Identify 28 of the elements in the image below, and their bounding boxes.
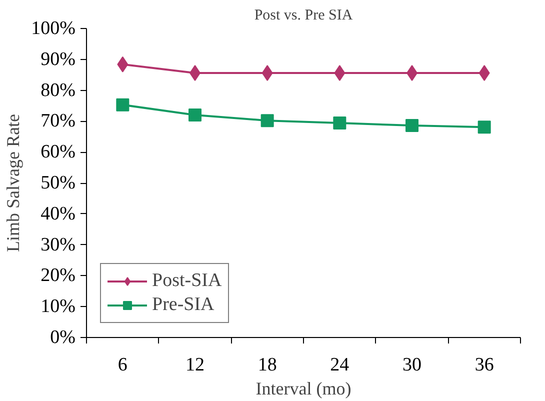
x-tick-label: 6: [118, 354, 128, 376]
y-tick-label: 50%: [40, 172, 76, 194]
x-tick-label: 18: [258, 354, 277, 376]
y-tick-label: 70%: [40, 110, 76, 132]
y-tick-label: 90%: [40, 48, 76, 70]
y-tick-label: 30%: [40, 234, 76, 256]
point: [406, 119, 418, 132]
y-tick-label: 20%: [40, 265, 76, 286]
x-tick-label: 36: [474, 354, 494, 376]
y-tick-label: 40%: [40, 203, 76, 224]
x-axis-title: Interval (mo): [256, 378, 352, 398]
chart-title: Post vs. Pre SIA: [254, 8, 353, 24]
legend-label: Pre-SIA: [152, 294, 214, 316]
y-axis-title: Limb Salvage Rate: [3, 114, 24, 252]
point: [333, 116, 346, 130]
x-tick-label: 24: [330, 354, 350, 376]
point: [260, 114, 274, 128]
legend-label: Post-SIA: [152, 270, 222, 292]
x-tick-label: 30: [402, 354, 422, 376]
y-tick-label: 100%: [31, 18, 76, 39]
y-tick-label: 80%: [40, 80, 76, 101]
point: [116, 98, 130, 112]
point: [478, 120, 491, 134]
x-tick-label: 12: [186, 354, 204, 376]
point: [188, 108, 202, 122]
y-tick-label: 60%: [40, 142, 76, 163]
y-tick-label: 10%: [40, 296, 76, 318]
y-tick-label: 0%: [50, 327, 76, 348]
